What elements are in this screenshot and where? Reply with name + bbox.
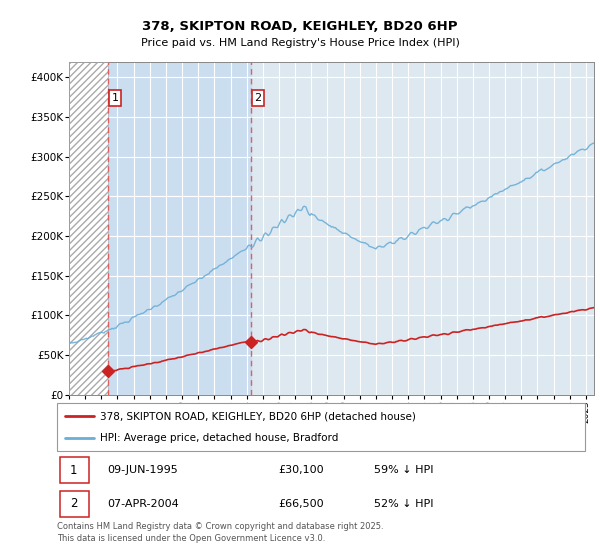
Text: 07-APR-2004: 07-APR-2004 <box>107 499 179 509</box>
Text: 2: 2 <box>254 94 262 103</box>
Text: 378, SKIPTON ROAD, KEIGHLEY, BD20 6HP: 378, SKIPTON ROAD, KEIGHLEY, BD20 6HP <box>142 20 458 32</box>
FancyBboxPatch shape <box>59 491 89 517</box>
Text: 2: 2 <box>70 497 77 510</box>
Bar <box>109 62 251 395</box>
Text: Price paid vs. HM Land Registry's House Price Index (HPI): Price paid vs. HM Land Registry's House … <box>140 38 460 48</box>
FancyBboxPatch shape <box>57 403 585 451</box>
Text: 1: 1 <box>70 464 77 477</box>
Text: £66,500: £66,500 <box>279 499 325 509</box>
Text: HPI: Average price, detached house, Bradford: HPI: Average price, detached house, Brad… <box>100 433 338 443</box>
Text: Contains HM Land Registry data © Crown copyright and database right 2025.
This d: Contains HM Land Registry data © Crown c… <box>57 522 383 543</box>
Text: 09-JUN-1995: 09-JUN-1995 <box>107 465 178 475</box>
Text: £30,100: £30,100 <box>279 465 325 475</box>
Text: 52% ↓ HPI: 52% ↓ HPI <box>374 499 433 509</box>
Polygon shape <box>69 62 109 395</box>
Text: 59% ↓ HPI: 59% ↓ HPI <box>374 465 433 475</box>
Text: 1: 1 <box>112 94 119 103</box>
Text: 378, SKIPTON ROAD, KEIGHLEY, BD20 6HP (detached house): 378, SKIPTON ROAD, KEIGHLEY, BD20 6HP (d… <box>100 411 416 421</box>
FancyBboxPatch shape <box>59 458 89 483</box>
